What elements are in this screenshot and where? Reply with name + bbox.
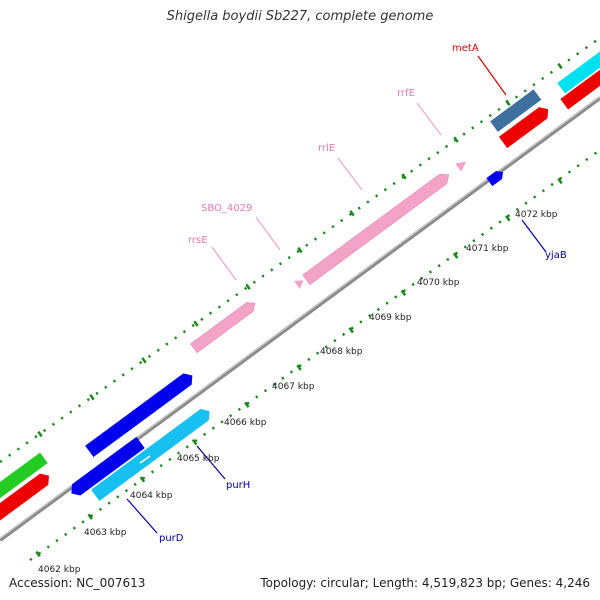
ring-tick (244, 401, 250, 408)
ring-tick (87, 513, 93, 520)
label-rrfE: rrfE (397, 88, 415, 99)
ring-tick (139, 476, 146, 483)
feature-metA[interactable] (490, 89, 542, 132)
ring-tick (349, 210, 355, 217)
feature-yjaB[interactable] (486, 168, 506, 187)
scale-label: 4065 kbp (177, 454, 220, 464)
ring-tick (453, 136, 459, 143)
ring-tick (141, 357, 147, 364)
label-SBO_4029: SBO_4029 (201, 203, 252, 214)
ring-tick (297, 246, 303, 254)
feature-red-left[interactable] (0, 470, 53, 527)
ring-tick (191, 438, 198, 446)
ring-tick (400, 289, 407, 297)
feature-blue-upper[interactable] (85, 370, 196, 458)
ring-tick (348, 327, 354, 334)
leader-yjaB (521, 219, 547, 253)
scale-label: 4067 kbp (272, 382, 315, 392)
feature-rrsE[interactable] (190, 299, 259, 354)
ring-tick (296, 364, 302, 371)
ring-tick (37, 430, 43, 438)
map-title: Shigella boydii Sb227, complete genome (166, 9, 434, 24)
scale-label: 4069 kbp (369, 313, 412, 323)
feature-blue-lower[interactable] (67, 436, 145, 499)
scale-label: 4063 kbp (84, 528, 127, 538)
leader-rrfE (416, 102, 442, 136)
feature-purH[interactable] (91, 405, 214, 501)
feature-cyan-top[interactable] (557, 43, 600, 94)
ring-tick (505, 99, 511, 106)
feature-rrlE[interactable] (302, 170, 453, 285)
leader-SBO_4029 (255, 216, 281, 251)
scale-label: 4068 kbp (320, 347, 363, 357)
outer-major-ticks (37, 62, 563, 438)
label-purD: purD (159, 533, 184, 544)
label-purH: purH (226, 480, 250, 491)
feature-rrfE[interactable] (455, 158, 469, 172)
feature-red-top[interactable] (560, 63, 600, 110)
scale-label: 4071 kbp (466, 244, 509, 254)
accession-text: Accession: NC_007613 (9, 576, 146, 590)
leader-rrlE (337, 157, 363, 191)
scale-label: 4070 kbp (417, 278, 460, 288)
leader-purD (126, 498, 158, 534)
ring-tick (452, 252, 459, 259)
label-rrsE: rrsE (188, 235, 208, 246)
leader-purH (196, 445, 226, 480)
ring-tick (193, 320, 199, 327)
scale-label: 4066 kbp (224, 418, 267, 428)
scale-label: 4064 kbp (130, 491, 173, 501)
inner-major-ticks (35, 177, 563, 558)
ring-tick (245, 283, 251, 290)
label-metA: metA (452, 43, 479, 54)
scale-label: 4062 kbp (38, 565, 81, 575)
ring-tick (401, 173, 407, 180)
leader-metA (477, 55, 507, 96)
ring-tick (35, 550, 41, 558)
leader-rrsE (211, 246, 237, 281)
scale-label: 4072 kbp (515, 210, 558, 220)
label-rrlE: rrlE (318, 143, 335, 154)
feature-green-left[interactable] (0, 452, 48, 499)
ring-tick (557, 177, 563, 185)
ring-tick (557, 62, 563, 70)
ring-tick (505, 215, 511, 222)
ring-tick (89, 394, 95, 401)
label-yjaB: yjaB (545, 250, 567, 261)
feature-divider (139, 455, 151, 464)
feature-SBO_4029[interactable] (294, 276, 306, 289)
genome-summary-text: Topology: circular; Length: 4,519,823 bp… (260, 576, 590, 590)
feature-red-met[interactable] (498, 104, 552, 149)
